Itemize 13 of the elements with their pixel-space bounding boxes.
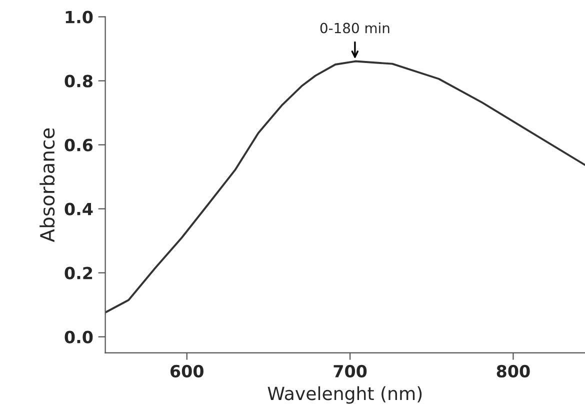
y-axis-title: Absorbance xyxy=(40,128,55,242)
x-axis-title: Wavelenght (nm) xyxy=(268,386,422,404)
x-tick-label: 800 xyxy=(496,364,530,378)
annotation: 0-180 min xyxy=(320,22,390,34)
x-tick-label: 600 xyxy=(170,364,204,378)
y-tick-label: 0.0 xyxy=(64,330,93,344)
line-series xyxy=(105,60,585,314)
y-tick-label: 0.2 xyxy=(64,266,92,280)
y-tick-label: 0.8 xyxy=(64,74,92,88)
y-tick-label: 0.6 xyxy=(64,138,93,152)
y-tick-label: 0.4 xyxy=(64,202,93,216)
y-tick-label: 1.0 xyxy=(66,10,93,24)
x-tick-label: 700 xyxy=(334,364,367,378)
